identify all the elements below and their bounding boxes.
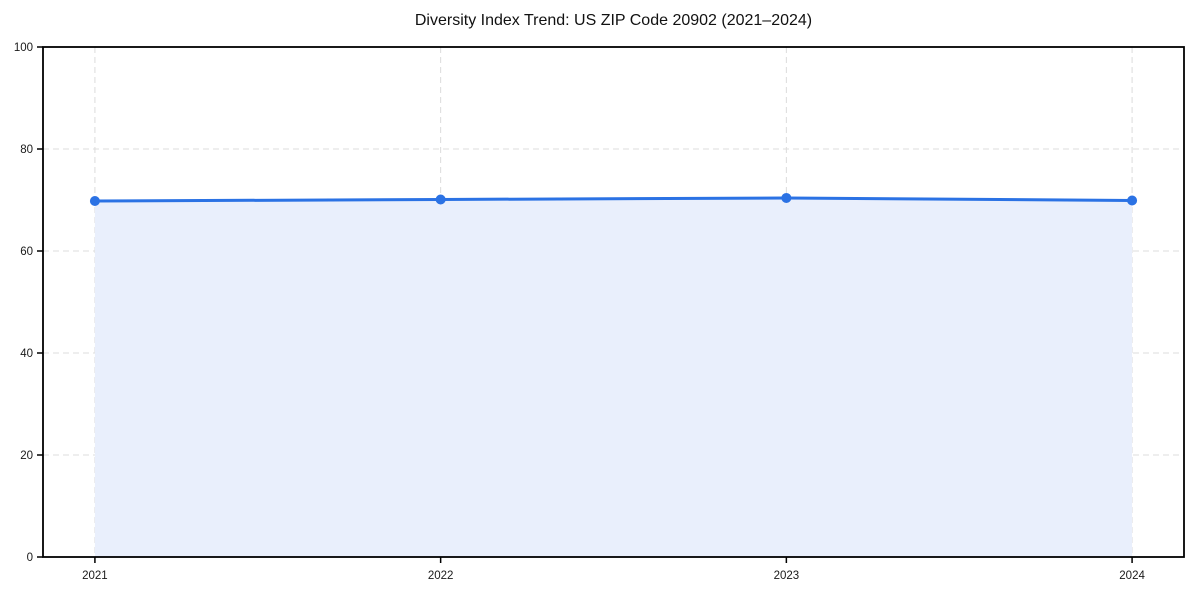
y-tick-label: 100 <box>14 42 33 54</box>
y-tick-label: 80 <box>20 144 33 156</box>
data-point-2022 <box>435 194 446 205</box>
x-tick-label: 2022 <box>428 570 454 582</box>
x-tick-label: 2024 <box>1119 570 1145 582</box>
y-tick-label: 20 <box>20 450 33 462</box>
area-fill <box>94 197 1133 557</box>
y-tick-label: 60 <box>20 246 33 258</box>
x-tick-label: 2023 <box>774 570 800 582</box>
data-point-2023 <box>781 192 792 203</box>
y-tick-label: 0 <box>27 552 33 564</box>
axis-spine <box>42 46 1185 558</box>
data-point-2021 <box>89 196 100 207</box>
trend-line <box>93 196 1134 203</box>
data-point-2024 <box>1127 195 1138 206</box>
y-tick-label: 40 <box>20 348 33 360</box>
x-tick-label: 2021 <box>82 570 108 582</box>
chart-title: Diversity Index Trend: US ZIP Code 20902… <box>414 12 813 29</box>
